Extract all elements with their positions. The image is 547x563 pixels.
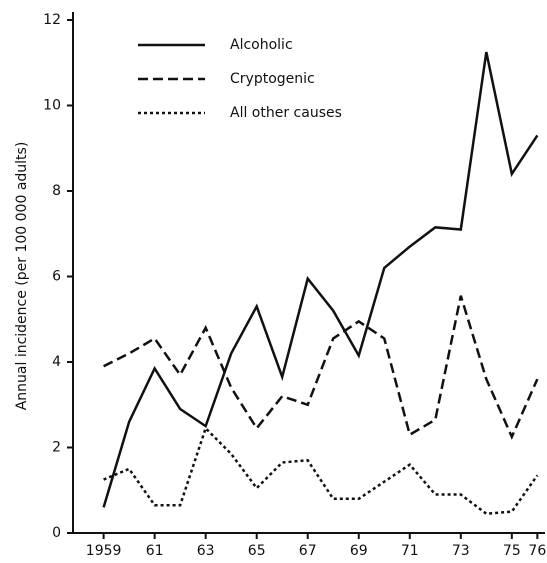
y-tick-label: 10	[43, 98, 61, 114]
legend-label: All other causes	[230, 105, 342, 121]
x-tick-label: 76	[528, 543, 546, 559]
legend-label: Alcoholic	[230, 37, 293, 53]
x-tick-label: 67	[299, 543, 317, 559]
x-tick-label: 1959	[86, 543, 122, 559]
y-axis-label: Annual incidence (per 100 000 adults)	[14, 142, 30, 411]
y-tick-label: 4	[52, 354, 61, 370]
x-tick-label: 71	[401, 543, 419, 559]
y-tick-label: 8	[52, 183, 61, 199]
series-line	[102, 51, 539, 508]
y-tick-label: 0	[52, 525, 61, 541]
x-tick-label: 63	[197, 543, 215, 559]
x-tick-label: 65	[248, 543, 266, 559]
y-tick-label: 6	[52, 269, 61, 285]
series-line	[103, 295, 539, 440]
series-line	[103, 425, 539, 516]
x-tick-label: 73	[452, 543, 470, 559]
y-tick-label: 12	[43, 12, 61, 28]
x-tick-label: 69	[350, 543, 368, 559]
legend-label: Cryptogenic	[230, 71, 315, 87]
y-tick-label: 2	[52, 440, 61, 456]
x-tick-label: 75	[503, 543, 521, 559]
x-tick-label: 61	[146, 543, 164, 559]
